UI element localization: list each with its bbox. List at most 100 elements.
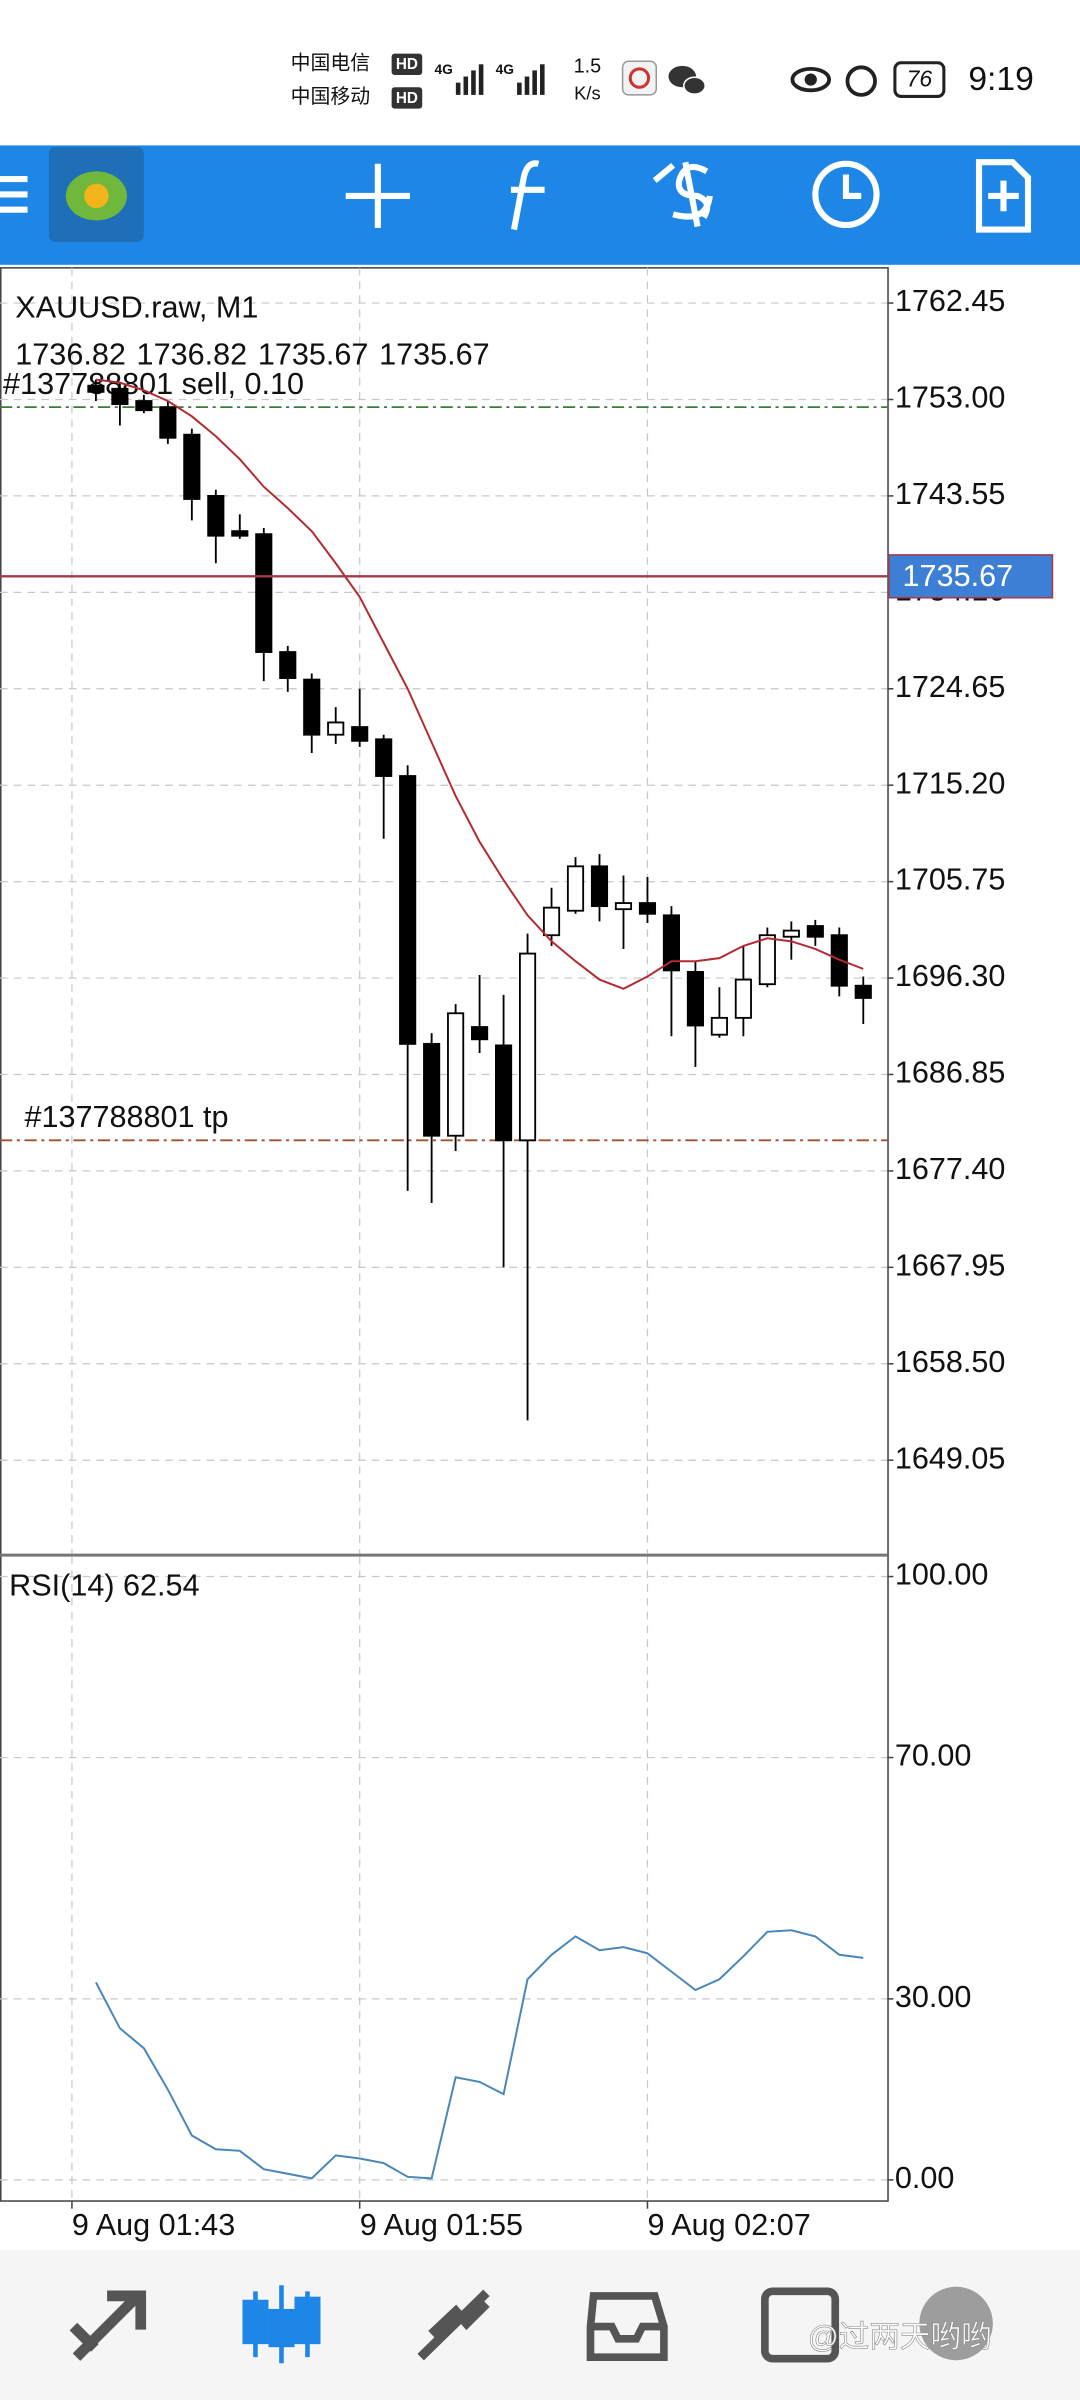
- candle-body: [183, 433, 201, 500]
- indicators-button[interactable]: [510, 160, 545, 231]
- candle-body: [471, 1026, 489, 1041]
- messages-tab[interactable]: [919, 2286, 993, 2361]
- candle-body: [135, 400, 153, 412]
- history-button[interactable]: [812, 160, 880, 229]
- chart-frame: [0, 267, 889, 2202]
- order-label: #137788801 tp: [24, 1100, 228, 1134]
- chart-tab[interactable]: [242, 2285, 321, 2364]
- carrier: 中国电信: [291, 53, 370, 75]
- x-tick-label: 9 Aug 01:43: [72, 2208, 235, 2242]
- eye-icon: [790, 66, 832, 93]
- candle-body: [447, 1012, 465, 1137]
- hd-label: HD: [396, 90, 418, 107]
- candle-body: [207, 494, 225, 537]
- signal-icon: [455, 64, 545, 95]
- candle-body: [566, 865, 585, 912]
- rsi-title: RSI(14) 62.54: [9, 1568, 199, 1602]
- candle-body: [279, 651, 297, 679]
- candle-body: [854, 984, 872, 999]
- network-type: 4G: [496, 62, 514, 77]
- candle-body: [255, 533, 273, 653]
- carrier: 中国移动: [291, 86, 370, 108]
- candle-body: [159, 406, 177, 439]
- app-icon: [628, 67, 651, 89]
- candle-body: [710, 1016, 728, 1036]
- header-price: 1736.82: [137, 338, 248, 372]
- candle-body: [111, 387, 129, 405]
- candle-body: [542, 906, 561, 937]
- candle-body: [686, 971, 704, 1027]
- candle-body: [495, 1044, 513, 1142]
- trade-button[interactable]: [652, 161, 713, 228]
- y-tick-label: 1696.30: [895, 959, 1006, 993]
- current-price-box: [888, 554, 1054, 599]
- menu-button[interactable]: [0, 176, 28, 213]
- candle-body: [806, 925, 824, 938]
- hd-label: HD: [396, 56, 418, 73]
- candle-body: [231, 530, 249, 537]
- app-icon: [621, 60, 658, 96]
- history-tab[interactable]: [586, 2292, 668, 2361]
- news-tab[interactable]: [761, 2287, 840, 2363]
- y-tick-label: 1667.95: [895, 1248, 1006, 1282]
- clock: 9:19: [968, 61, 1033, 98]
- quotes-tab[interactable]: [69, 2290, 147, 2361]
- x-tick-label: 9 Aug 01:55: [360, 2208, 523, 2242]
- y-tick-label: 1724.65: [895, 670, 1006, 704]
- crosshair-button[interactable]: [345, 163, 410, 229]
- header-price: 1736.82: [15, 338, 126, 372]
- rsi-line: [95, 1929, 864, 2180]
- hd-badge: [391, 87, 423, 109]
- toolbar: [0, 145, 1080, 265]
- network-speed: 1.5: [574, 56, 602, 78]
- y-tick-label: 1705.75: [895, 863, 1006, 897]
- wechat-icon: [683, 76, 706, 95]
- y-tick-label: 1658.50: [895, 1345, 1006, 1379]
- header-price: 1735.67: [379, 338, 490, 372]
- moving-average: [95, 378, 864, 990]
- app-logo: [84, 183, 109, 209]
- candle-body: [734, 978, 752, 1019]
- y-tick-label: 0.00: [895, 2161, 955, 2195]
- candle-body: [423, 1042, 441, 1137]
- current-price-label: 1735.67: [903, 559, 1014, 593]
- candle-body: [758, 934, 776, 986]
- y-tick-label: 1686.85: [895, 1056, 1006, 1090]
- candle-body: [87, 384, 105, 393]
- header-price: 1735.67: [258, 338, 369, 372]
- ohlc-header: 1736.82 1736.82 1735.67 1735.67: [15, 338, 489, 372]
- y-tick-label: 1753.00: [895, 381, 1006, 415]
- speed-unit: K/s: [574, 83, 601, 104]
- alarm-icon: [845, 65, 877, 97]
- y-tick-label: 1649.05: [895, 1441, 1006, 1475]
- y-tick-label: 1762.45: [895, 284, 1006, 318]
- y-tick-label: 70.00: [895, 1739, 972, 1773]
- candle-body: [518, 952, 537, 1142]
- y-tick-label: 1677.40: [895, 1152, 1006, 1186]
- y-tick-label: 1715.20: [895, 766, 1006, 800]
- candle-body: [590, 865, 609, 908]
- symbol-title: XAUUSD.raw, M1: [15, 290, 258, 324]
- new-order-button[interactable]: [975, 159, 1032, 233]
- chart-area: 1762.451753.001743.551734.101724.651715.…: [0, 267, 1054, 2242]
- eye-icon: [804, 73, 817, 86]
- bottom-nav: [0, 2250, 1080, 2400]
- candle-body: [375, 738, 393, 777]
- y-tick-label: 100.00: [895, 1558, 989, 1592]
- candle-body: [614, 902, 633, 911]
- history-button: [842, 174, 862, 199]
- battery-icon: [893, 61, 946, 98]
- y-tick-label: 30.00: [895, 1980, 972, 2014]
- network-type: 4G: [434, 62, 452, 77]
- battery-level: 76: [907, 65, 933, 91]
- candle-body: [327, 721, 345, 736]
- candle-body: [351, 726, 369, 742]
- candle-body: [782, 929, 800, 938]
- candle-body: [399, 775, 417, 1045]
- trade-tab[interactable]: [417, 2289, 490, 2361]
- candle-body: [303, 678, 321, 736]
- x-tick-label: 9 Aug 02:07: [647, 2208, 810, 2242]
- hd-badge: [391, 53, 423, 75]
- candle-body: [662, 914, 681, 972]
